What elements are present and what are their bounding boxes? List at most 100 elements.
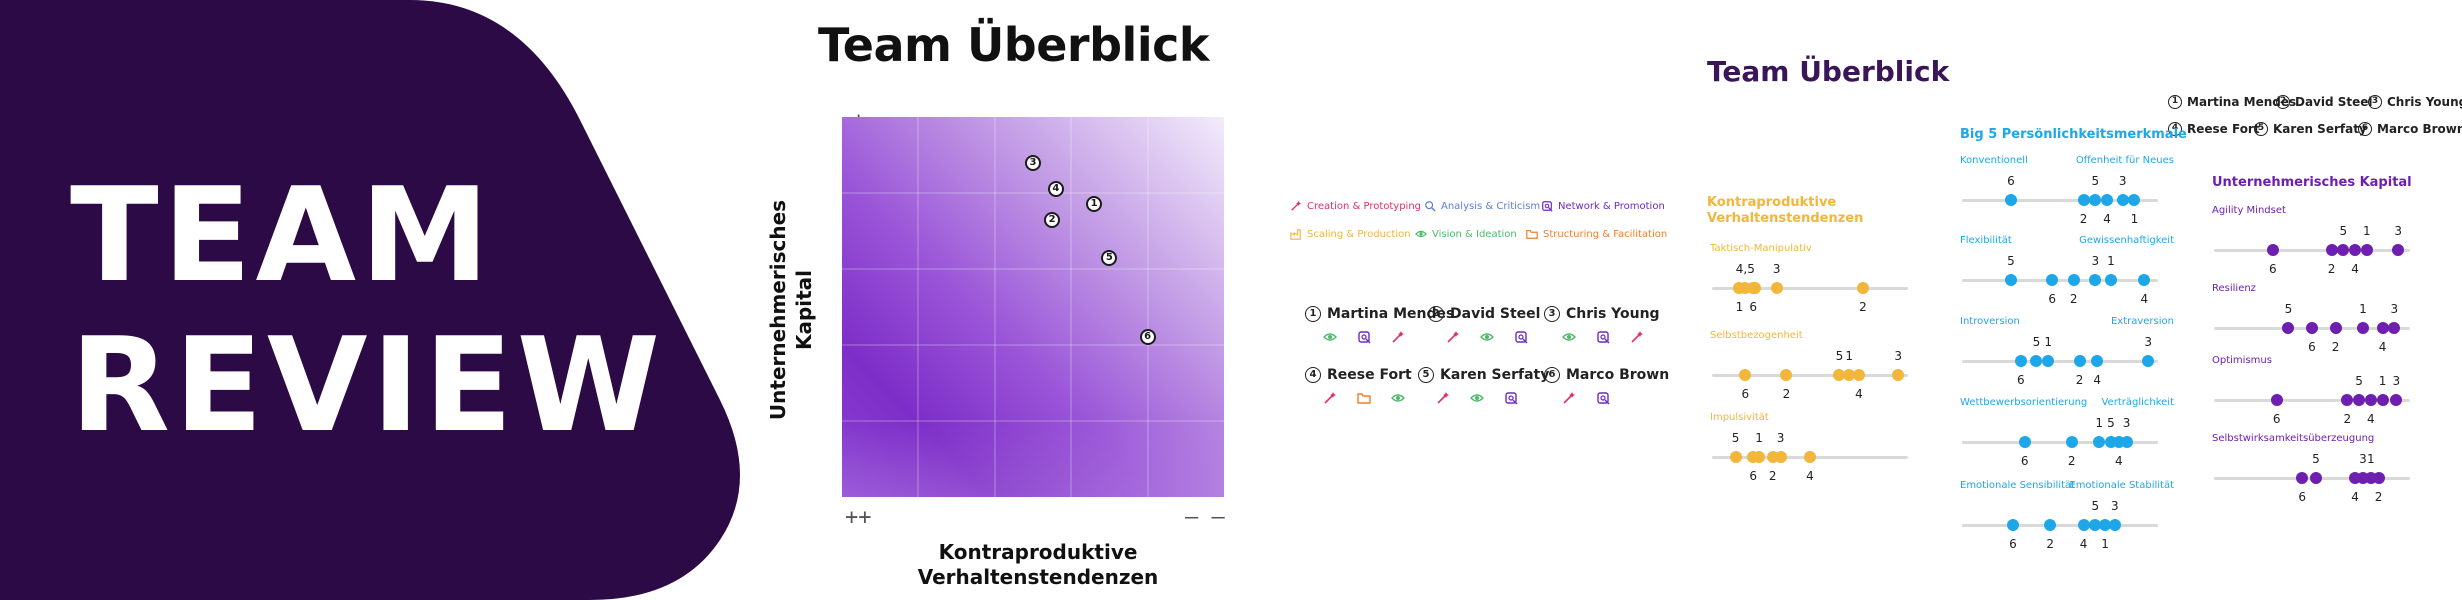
x-axis-right-symbol: – –	[1185, 505, 1225, 530]
eye-icon	[1470, 390, 1484, 404]
strip-track	[1962, 524, 2158, 527]
person-dot	[2089, 274, 2102, 286]
strip-track	[1962, 360, 2158, 363]
person-1-icons	[1323, 329, 1405, 344]
overview-legend-item-6: 6 Marco Brown	[2358, 122, 2462, 136]
person-2: 2 David Steel	[1428, 306, 1540, 322]
person-number: 2	[1428, 306, 1444, 322]
matrix-marker-6: 6	[1139, 329, 1156, 346]
legend-number: 4	[2168, 122, 2182, 136]
dot-label: 5	[2312, 452, 2320, 466]
kapital-row-label: Optimismus	[2212, 355, 2272, 366]
category-magnifier: Analysis & Criticism	[1424, 200, 1540, 212]
legend-name: Karen Serfaty	[2273, 122, 2367, 136]
wand-icon	[1290, 200, 1302, 212]
dot-label: 6	[2268, 262, 2277, 276]
dot-label: 6	[1749, 469, 1757, 483]
network-icon	[1541, 200, 1553, 212]
factory-icon	[1290, 228, 1302, 240]
matrix-marker-4: 4	[1047, 181, 1064, 198]
kapital-title: Unternehmerisches Kapital	[2212, 175, 2412, 190]
person-dot	[1856, 282, 1869, 294]
dot-label: 2	[2374, 490, 2383, 504]
person-dot	[1843, 369, 1856, 381]
dot-label: 3	[2144, 335, 2153, 349]
kapital-row-strip: 5 6 2 1 4 3	[2214, 302, 2410, 354]
kontra-row-label: Impulsivität	[1710, 412, 1769, 423]
category-factory: Scaling & Production	[1290, 228, 1411, 240]
big5-left-label: Konventionell	[1960, 155, 2028, 166]
kontra-title-line2: Verhaltenstendenzen	[1707, 211, 1864, 226]
person-dot	[2372, 472, 2385, 484]
dot-label: 2	[2327, 262, 2336, 276]
category-eye: Vision & Ideation	[1415, 228, 1517, 240]
dot-label: 6	[2009, 537, 2017, 551]
dot-label: 4	[2093, 373, 2102, 387]
big5-left-label: Flexibilität	[1960, 235, 2012, 246]
person-dot	[2018, 436, 2031, 448]
dot-label: 4,5	[1735, 262, 1755, 276]
dot-label: 5	[1731, 431, 1740, 445]
dot-label: 2	[2067, 454, 2076, 468]
dot-label: 3	[1776, 431, 1785, 445]
dot-label: 3	[2390, 302, 2399, 316]
legend-name: Reese Fort	[2187, 122, 2260, 136]
person-dot	[2296, 472, 2309, 484]
overview-title: Team Überblick	[1707, 55, 1950, 88]
dot-label: 1	[2101, 537, 2109, 551]
person-4: 4 Reese Fort	[1305, 367, 1412, 383]
person-dot	[1733, 282, 1746, 294]
category-label: Scaling & Production	[1307, 228, 1411, 240]
dot-label: 1	[2366, 452, 2375, 466]
dot-label: 4	[1855, 387, 1863, 401]
person-dot	[1747, 451, 1760, 463]
dot-label: 1	[2359, 302, 2367, 316]
big5-right-label: Offenheit für Neues	[2075, 155, 2174, 166]
person-number: 5	[1418, 367, 1434, 383]
person-5: 5 Karen Serfaty	[1418, 367, 1549, 383]
matrix-marker-3: 3	[1025, 154, 1041, 171]
overview-legend-item-4: 4 Reese Fort	[2168, 122, 2260, 136]
dot-label: 1	[2378, 374, 2387, 388]
person-number: 6	[1544, 367, 1560, 383]
person-5-icons	[1436, 390, 1518, 405]
eye-icon	[1391, 390, 1405, 404]
big5-left-label: Wettbewerbsorientierung	[1960, 397, 2088, 408]
person-dot	[1739, 369, 1752, 381]
matrix-grid	[842, 117, 1224, 497]
matrix-marker-5: 5	[1101, 249, 1118, 266]
dot-label: 3	[1772, 262, 1781, 276]
dot-label: 6	[2007, 174, 2015, 188]
person-name: Marco Brown	[1566, 367, 1670, 383]
person-dot	[2388, 322, 2401, 334]
dot-label: 5	[2007, 254, 2015, 268]
dot-label: 6	[1741, 387, 1750, 401]
network-icon	[1357, 329, 1371, 344]
strip-track	[1962, 441, 2158, 444]
dot-label: 2	[1768, 469, 1777, 483]
person-dot	[2042, 355, 2055, 367]
dot-label: 3	[1894, 349, 1903, 363]
dot-label: 4	[2114, 454, 2123, 468]
dot-label: 3	[2392, 374, 2401, 388]
dot-label: 5	[2107, 416, 2115, 430]
matrix-marker-1: 1	[1086, 196, 1103, 213]
person-dot	[2044, 519, 2057, 531]
kontra-row-label: Taktisch-Manipulativ	[1710, 243, 1812, 254]
dot-label: 5	[2339, 224, 2348, 238]
person-name: Reese Fort	[1327, 367, 1412, 383]
dot-label: 2	[1782, 387, 1791, 401]
big5-row-strip: 6 2 4 5 1 3	[1962, 499, 2158, 551]
person-dot	[2392, 244, 2405, 256]
dot-label: 3	[2091, 254, 2100, 268]
strip-track	[2214, 399, 2410, 402]
network-icon	[1514, 329, 1528, 344]
magnifier-icon	[1424, 200, 1436, 212]
person-dot	[1892, 369, 1905, 381]
legend-number: 3	[2368, 95, 2382, 109]
person-dot	[2309, 472, 2322, 484]
dot-label: 6	[2308, 340, 2316, 354]
